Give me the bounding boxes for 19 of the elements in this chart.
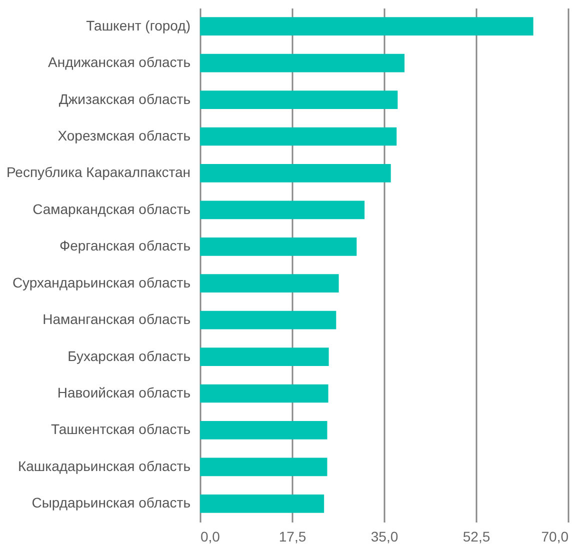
y-tick-label: Бухарская область <box>68 348 190 364</box>
x-tick-label: 52,5 <box>462 528 490 544</box>
x-tick-label: 35,0 <box>370 528 398 544</box>
x-tick-label: 70,0 <box>541 528 569 544</box>
y-tick-label: Джизакская область <box>58 90 190 107</box>
y-tick-label: Республика Каракалпакстан <box>6 164 190 180</box>
y-tick-label: Навоийская область <box>57 384 190 400</box>
y-tick-label: Ташкент (город) <box>86 17 190 34</box>
y-tick-label: Ферганская область <box>59 238 190 254</box>
y-tick-label: Сырдарьинская область <box>32 494 190 511</box>
y-tick-label: Кашкадарьинская область <box>18 458 190 474</box>
x-tick-label: 0,0 <box>200 528 220 544</box>
y-tick-label: Самаркандская область <box>32 200 190 217</box>
y-tick-label: Сурхандарьинская область <box>12 274 190 290</box>
y-tick-label: Андижанская область <box>48 54 190 70</box>
y-tick-label: Наманганская область <box>42 311 190 328</box>
y-tick-label: Хорезмская область <box>58 128 190 144</box>
x-tick-label: 17,5 <box>278 528 306 544</box>
y-tick-label: Ташкентская область <box>50 421 190 438</box>
